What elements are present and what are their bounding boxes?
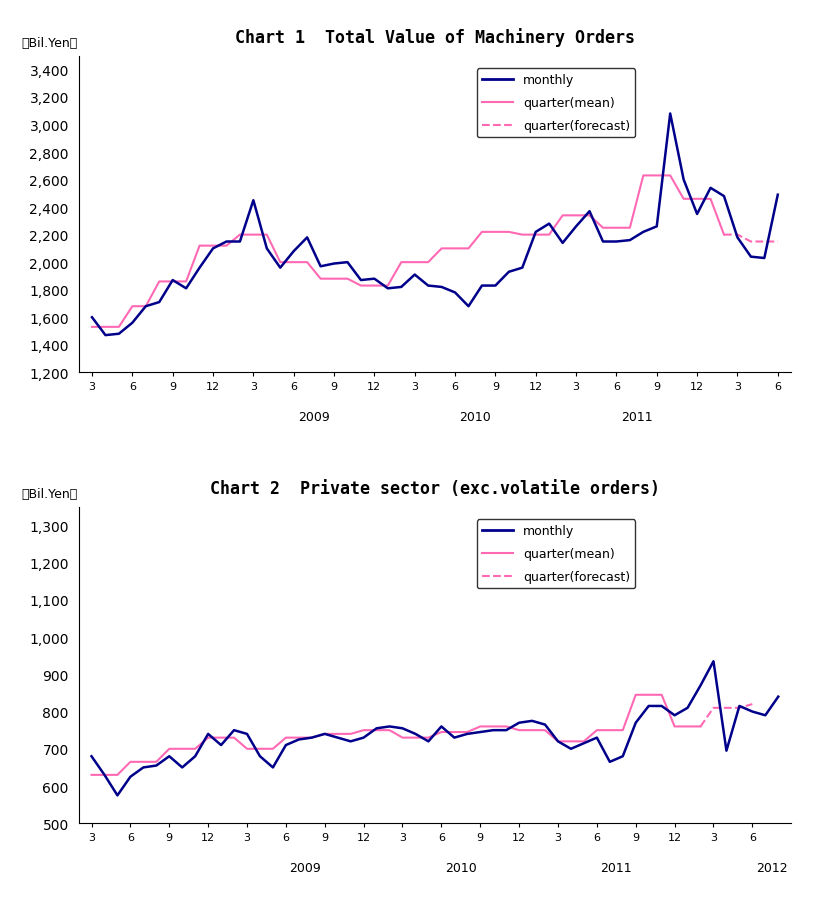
- Text: 2009: 2009: [289, 861, 321, 874]
- Legend: monthly, quarter(mean), quarter(forecast): monthly, quarter(mean), quarter(forecast…: [477, 69, 636, 138]
- Text: （Bil.Yen）: （Bil.Yen）: [21, 37, 78, 51]
- Text: 2009: 2009: [298, 410, 330, 424]
- Legend: monthly, quarter(mean), quarter(forecast): monthly, quarter(mean), quarter(forecast…: [477, 520, 636, 589]
- Title: Chart 2  Private sector (exc.volatile orders): Chart 2 Private sector (exc.volatile ord…: [210, 479, 660, 497]
- Title: Chart 1  Total Value of Machinery Orders: Chart 1 Total Value of Machinery Orders: [235, 28, 635, 47]
- Text: 2012: 2012: [756, 861, 788, 874]
- Text: （Bil.Yen）: （Bil.Yen）: [21, 488, 78, 501]
- Text: 2010: 2010: [459, 410, 491, 424]
- Text: 2011: 2011: [600, 861, 632, 874]
- Text: 2010: 2010: [445, 861, 477, 874]
- Text: 2011: 2011: [621, 410, 653, 424]
